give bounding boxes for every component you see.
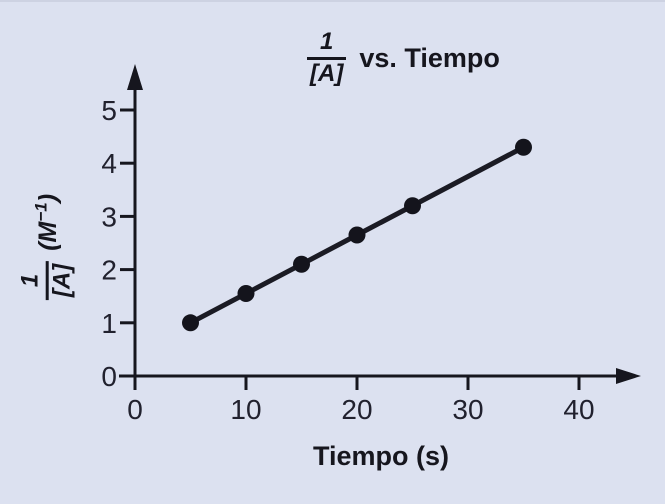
x-axis-label: Tiempo (s) — [312, 441, 450, 471]
title-fraction-denominator: [A] — [307, 56, 347, 86]
chart-title: 1 [A] vs. Tiempo — [307, 28, 500, 86]
y-tick-label: 0 — [101, 361, 117, 392]
x-tick-label: 40 — [563, 394, 594, 425]
x-tick-label: 30 — [452, 394, 483, 425]
title-text: vs. Tiempo — [359, 42, 500, 73]
data-point — [293, 255, 310, 273]
data-point — [404, 197, 421, 215]
y-tick-label: 5 — [101, 95, 117, 126]
title-fraction: 1 [A] — [307, 28, 347, 86]
title-fraction-numerator: 1 — [319, 28, 334, 55]
data-line — [188, 144, 526, 326]
x-tick-label: 20 — [341, 394, 372, 425]
x-tick-label: 10 — [230, 394, 261, 425]
page-top-edge — [0, 0, 665, 2]
x-tick-label: 0 — [127, 394, 143, 425]
data-point — [182, 314, 199, 332]
y-tick-label: 1 — [101, 308, 117, 339]
y-tick-label: 4 — [101, 148, 117, 179]
y-tick-label: 3 — [101, 201, 117, 232]
y-tick-label: 2 — [101, 255, 117, 286]
data-point — [348, 226, 366, 244]
data-point — [515, 138, 532, 156]
y-axis-arrowhead — [127, 64, 143, 90]
x-axis-arrowhead — [616, 368, 641, 384]
data-point — [237, 285, 255, 303]
